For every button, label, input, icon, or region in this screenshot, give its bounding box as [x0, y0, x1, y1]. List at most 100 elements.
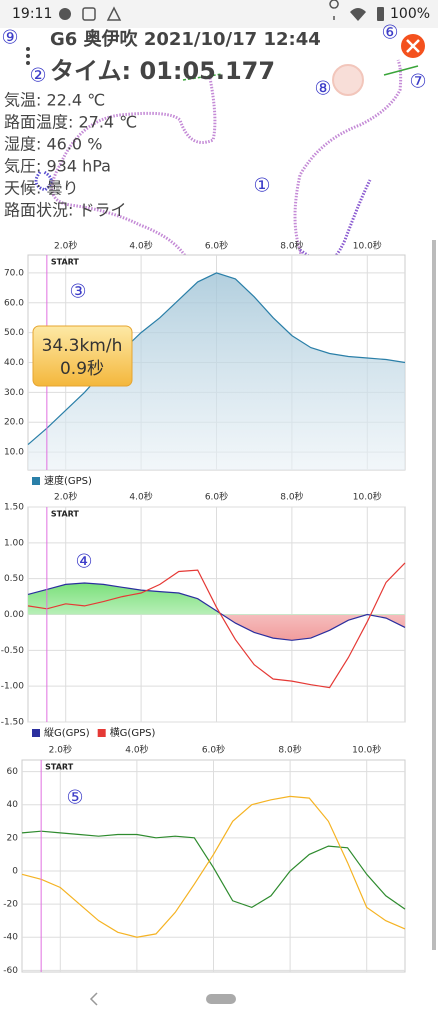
- y-tick-label: 1.50: [4, 503, 24, 513]
- menu-dot[interactable]: [26, 47, 30, 51]
- position-marker: [332, 64, 364, 96]
- x-tick-label: 8.0秒: [278, 744, 301, 756]
- x-tick-label: 6.0秒: [205, 491, 228, 503]
- marker-label: ⑤: [66, 787, 83, 809]
- info-line: 気圧: 934 hPa: [4, 157, 111, 176]
- legend-label: 速度(GPS): [44, 474, 92, 487]
- area-fill: [28, 272, 405, 470]
- chart: -60 -40 -20 0 20 40 60 2.0秒 4.0秒 6.0秒 8.0秒 10.0秒 STA…: [3, 744, 406, 976]
- lap-time: タイム: 01:05.177: [50, 57, 275, 85]
- y-tick-label: 70.0: [4, 268, 24, 278]
- marker-label: ③: [69, 281, 86, 303]
- x-tick-label: 6.0秒: [202, 744, 225, 756]
- y-tick-label: -40: [3, 933, 18, 943]
- overlay: 気温: 22.4 ℃ 路面温度: 27.4 ℃ 湿度: 46.0 % 気圧: 934 …: [1, 22, 426, 809]
- y-tick-label: -1.00: [1, 682, 25, 692]
- info-line: 気温: 22.4 ℃: [4, 91, 105, 110]
- wifi-icon: [350, 8, 366, 21]
- status-icon: [106, 6, 122, 21]
- y-tick-label: -0.50: [1, 646, 25, 656]
- chart: 10.0 20.0 30.0 40.0 50.0 60.0 70.0 2.0秒 4.0秒 6.0秒…: [4, 240, 406, 487]
- tooltip-text: 0.9秒: [60, 359, 104, 379]
- y-tick-label: 10.0: [4, 448, 24, 458]
- info-line: 天候: 曇り: [4, 179, 78, 198]
- y-tick-label: 20: [7, 833, 19, 843]
- series-line: [21, 830, 406, 910]
- marker-label: ⑨: [1, 27, 18, 49]
- y-tick-label: -60: [3, 966, 18, 976]
- info-line: 路面温度: 27.4 ℃: [4, 113, 137, 132]
- x-tick-label: 10.0秒: [352, 744, 381, 756]
- marker-label: ⑧: [314, 78, 331, 100]
- marker-label: ⑦: [409, 71, 426, 93]
- y-tick-label: 0.00: [4, 610, 24, 620]
- battery-icon: [377, 7, 384, 21]
- marker-label: ④: [75, 551, 92, 573]
- status-bar: [0, 0, 438, 28]
- legend-swatch: [32, 477, 40, 485]
- tooltip-box: [32, 325, 133, 387]
- status-battery: 100%: [390, 6, 430, 22]
- status-icon: [59, 8, 71, 20]
- x-tick-label: 2.0秒: [54, 491, 77, 503]
- session-title: G6 奥伊吹 2021/10/17 12:44: [50, 28, 321, 50]
- legend-swatch: [32, 729, 40, 737]
- tooltip-text: 34.3km/h: [42, 336, 123, 356]
- status-time: 19:11: [12, 6, 52, 22]
- x-tick-label: 6.0秒: [205, 240, 228, 252]
- close-button[interactable]: [401, 34, 425, 58]
- y-tick-label: 0: [12, 866, 18, 876]
- marker-label: ⑥: [381, 22, 398, 44]
- y-tick-label: 30.0: [4, 388, 24, 398]
- x-tick-label: 4.0秒: [129, 240, 152, 252]
- x-tick-label: 10.0秒: [353, 491, 382, 503]
- legend-label: 縦G(GPS): [44, 726, 90, 739]
- y-tick-label: 60.0: [4, 298, 24, 308]
- negative-fill: [222, 615, 405, 641]
- legend-label: 横G(GPS): [110, 726, 156, 739]
- x-tick-label: 2.0秒: [54, 240, 77, 252]
- y-tick-label: 20.0: [4, 418, 24, 428]
- finish-line: [383, 65, 419, 76]
- start-label: START: [45, 763, 74, 772]
- scrollbar: [432, 240, 436, 950]
- charts: 10.0 20.0 30.0 40.0 50.0 60.0 70.0 2.0秒 4.0秒 6.0秒…: [1, 240, 406, 976]
- y-tick-label: 60: [7, 767, 19, 777]
- y-tick-label: -20: [3, 900, 18, 910]
- marker-label: ②: [29, 65, 46, 87]
- x-tick-label: 10.0秒: [353, 240, 382, 252]
- series-line: [21, 795, 406, 938]
- start-line: [182, 73, 223, 81]
- menu-button[interactable]: [26, 47, 30, 65]
- nav-back[interactable]: [89, 992, 98, 1006]
- x-tick-label: 4.0秒: [129, 491, 152, 503]
- start-label: START: [51, 510, 80, 519]
- legend-swatch: [97, 729, 106, 737]
- y-tick-label: 0.50: [4, 574, 24, 584]
- start-label: START: [51, 258, 80, 267]
- x-tick-label: 8.0秒: [280, 240, 303, 252]
- close-icon[interactable]: [406, 39, 420, 53]
- menu-dot[interactable]: [26, 61, 30, 65]
- series-line: [27, 582, 406, 641]
- chart: -1.50 -1.00 -0.50 0.00 0.50 1.00 1.50 2.0秒 4.0秒 6…: [1, 491, 406, 739]
- x-tick-label: 8.0秒: [280, 491, 303, 503]
- series-line: [27, 562, 406, 689]
- status-icon: [82, 7, 96, 21]
- y-tick-label: 40: [7, 800, 19, 810]
- x-tick-label: 2.0秒: [49, 744, 72, 756]
- y-tick-label: 1.00: [4, 538, 24, 548]
- info-line: 路面状況: ドライ: [4, 201, 126, 220]
- nav-home[interactable]: [206, 994, 236, 1004]
- marker-label: ①: [253, 175, 270, 197]
- y-tick-label: 50.0: [4, 328, 24, 338]
- positive-fill: [28, 583, 405, 615]
- x-tick-label: 4.0秒: [125, 744, 148, 756]
- y-tick-label: -1.50: [1, 718, 25, 728]
- menu-dot[interactable]: [26, 54, 30, 58]
- location-icon: [329, 0, 339, 20]
- y-tick-label: 40.0: [4, 358, 24, 368]
- info-line: 湿度: 46.0 %: [4, 135, 102, 154]
